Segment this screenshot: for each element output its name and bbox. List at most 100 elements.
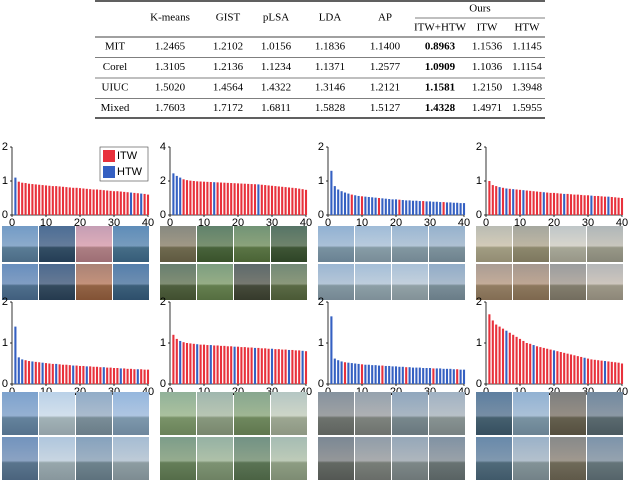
bar	[337, 360, 340, 384]
bar	[119, 368, 122, 384]
bar	[556, 193, 559, 215]
bar	[65, 187, 68, 215]
bar	[267, 348, 270, 384]
bar	[34, 361, 37, 384]
cell: 1.5955	[512, 102, 543, 114]
bar	[515, 336, 518, 384]
thumbnail-shade	[429, 437, 465, 480]
thumbnail-shade	[113, 264, 149, 300]
bar	[333, 358, 336, 384]
bar	[340, 361, 343, 384]
bar	[367, 364, 370, 384]
bar	[456, 369, 459, 384]
cell: 1.3105	[155, 61, 186, 73]
thumbnail-shade	[513, 226, 549, 262]
y-tick-label: 2	[2, 296, 8, 308]
bar	[546, 348, 549, 384]
bar	[85, 188, 88, 215]
bar	[495, 324, 498, 384]
bar	[99, 367, 102, 384]
x-tick-label: 0	[9, 386, 15, 398]
bar	[542, 192, 545, 215]
thumbnail-shade	[39, 264, 75, 300]
cell: 1.0909	[425, 61, 456, 73]
bar	[505, 188, 508, 215]
x-tick-label: 30	[266, 217, 278, 229]
bar	[92, 189, 95, 215]
bar	[408, 200, 411, 215]
row-label: MIT	[105, 41, 125, 53]
column-header: HTW	[514, 22, 540, 34]
bar	[418, 367, 421, 384]
bar	[522, 340, 525, 384]
bar	[233, 346, 236, 384]
thumbnail-shade	[476, 392, 512, 435]
bar	[213, 345, 216, 384]
bar	[442, 368, 445, 384]
bar	[24, 183, 27, 215]
bar	[78, 188, 82, 215]
thumbnail-shade	[476, 226, 512, 262]
thumbnail-shade	[429, 392, 465, 435]
bar	[109, 190, 112, 215]
cell: 1.4971	[472, 102, 502, 114]
bar	[563, 352, 566, 384]
x-tick-label: 30	[424, 217, 436, 229]
bar	[175, 175, 178, 215]
bar	[92, 366, 95, 384]
thumbnail-shade	[2, 392, 38, 435]
y-tick-label: 0	[318, 209, 324, 221]
bar	[505, 330, 508, 384]
bar	[549, 349, 552, 384]
bar	[304, 189, 308, 215]
thumbnail-shade	[550, 392, 586, 435]
y-tick-label: 2	[160, 296, 166, 308]
bar	[209, 345, 212, 384]
bar	[428, 368, 432, 384]
x-tick-label: 20	[390, 217, 402, 229]
thumbnail-shade	[234, 226, 270, 262]
bar	[179, 340, 182, 384]
bar	[31, 184, 34, 215]
bar	[391, 366, 394, 384]
bar	[525, 343, 528, 384]
cell: 1.1581	[425, 82, 455, 94]
bar	[617, 362, 620, 384]
bar	[95, 189, 99, 215]
thumbnail-shade	[429, 264, 465, 300]
bar	[610, 361, 613, 384]
bar	[566, 193, 569, 215]
bar	[38, 362, 41, 384]
bar	[340, 191, 343, 215]
bar	[112, 191, 116, 215]
bar	[34, 184, 37, 215]
y-tick-label: 2	[318, 141, 324, 153]
bar	[452, 369, 455, 384]
x-tick-label: 0	[483, 217, 489, 229]
bar	[432, 368, 435, 384]
bar	[301, 350, 304, 384]
bar	[610, 196, 613, 215]
thumbnail-shade	[76, 392, 112, 435]
bar	[449, 368, 452, 384]
x-tick-label: 10	[356, 217, 368, 229]
bar	[488, 314, 491, 384]
thumbnail-shade	[587, 392, 623, 435]
bar	[569, 194, 573, 215]
bar	[405, 200, 408, 215]
thumbnail-shade	[160, 264, 196, 300]
bar	[445, 368, 449, 384]
bar	[267, 185, 270, 215]
bar	[123, 191, 126, 215]
bar	[498, 187, 501, 215]
column-header: GIST	[216, 12, 241, 24]
row-label: Mixed	[101, 102, 130, 114]
cell: 1.5127	[370, 102, 401, 114]
row-label: UIUC	[102, 82, 129, 94]
y-tick-label: 2	[476, 296, 482, 308]
thumbnail-shade	[113, 437, 149, 480]
thumbnail-shade	[392, 437, 428, 480]
bar	[398, 199, 401, 215]
bar	[600, 196, 603, 215]
